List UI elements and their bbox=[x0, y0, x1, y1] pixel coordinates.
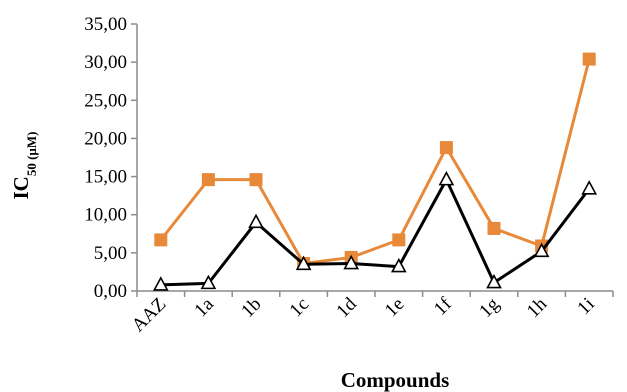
y-axis-label-unit: (µM) bbox=[24, 131, 39, 163]
y-axis-label-main: IC bbox=[9, 176, 33, 199]
y-tick-labels: 0,00 5,00 10,00 15,00 20,00 25,00 30,00 35,00 bbox=[84, 14, 137, 302]
x-tick-labels: AAZ 1a 1b 1c 1d 1e 1f 1g 1h 1i bbox=[128, 291, 614, 336]
x-tick-label: 1e bbox=[381, 294, 409, 322]
x-tick-label: 1d bbox=[332, 293, 361, 322]
data-point-triangle bbox=[343, 254, 360, 270]
y-tick-label: 30,00 bbox=[84, 52, 127, 73]
data-point-square bbox=[487, 221, 501, 235]
y-tick-label: 35,00 bbox=[84, 14, 127, 35]
data-point-square bbox=[439, 141, 453, 155]
x-tick-label: 1c bbox=[286, 294, 314, 322]
x-tick-label: 1g bbox=[475, 293, 504, 322]
y-axis-label: IC50 (µM) bbox=[9, 131, 39, 199]
data-point-square bbox=[582, 52, 596, 66]
y-tick-label: 15,00 bbox=[84, 167, 127, 188]
x-tick-label: AAZ bbox=[128, 294, 170, 336]
data-point-square bbox=[201, 173, 215, 187]
data-point-triangle bbox=[200, 274, 217, 290]
data-point-triangle bbox=[152, 276, 169, 291]
y-tick-label: 10,00 bbox=[84, 205, 127, 226]
y-tick-label: 5,00 bbox=[94, 243, 127, 264]
x-tick-label: 1f bbox=[430, 293, 457, 320]
data-point-triangle bbox=[390, 257, 407, 273]
y-tick-label: 20,00 bbox=[84, 128, 127, 149]
x-axis-label: Compounds bbox=[341, 368, 450, 392]
series-square bbox=[154, 52, 596, 271]
data-point-triangle bbox=[295, 255, 312, 271]
data-point-triangle bbox=[248, 213, 264, 229]
data-point-square bbox=[249, 173, 263, 187]
data-point-triangle bbox=[438, 170, 455, 186]
y-axis-label-subscript: 50 bbox=[24, 163, 39, 176]
series-line bbox=[160, 178, 591, 287]
series-line bbox=[159, 58, 591, 266]
x-tick-label: 1a bbox=[190, 293, 218, 321]
x-tick-label: 1h bbox=[523, 293, 552, 322]
data-point-triangle bbox=[581, 180, 598, 195]
data-point-square bbox=[392, 233, 406, 247]
series-layer bbox=[152, 52, 598, 291]
data-point-triangle bbox=[533, 242, 550, 258]
series-triangle bbox=[152, 170, 598, 291]
data-point-triangle bbox=[486, 273, 502, 289]
y-tick-label: 25,00 bbox=[84, 90, 127, 111]
x-tick-label: 1b bbox=[237, 294, 265, 322]
x-tick-label: 1i bbox=[573, 294, 598, 319]
y-tick-label: 0,00 bbox=[94, 281, 127, 302]
data-point-square bbox=[154, 233, 168, 247]
